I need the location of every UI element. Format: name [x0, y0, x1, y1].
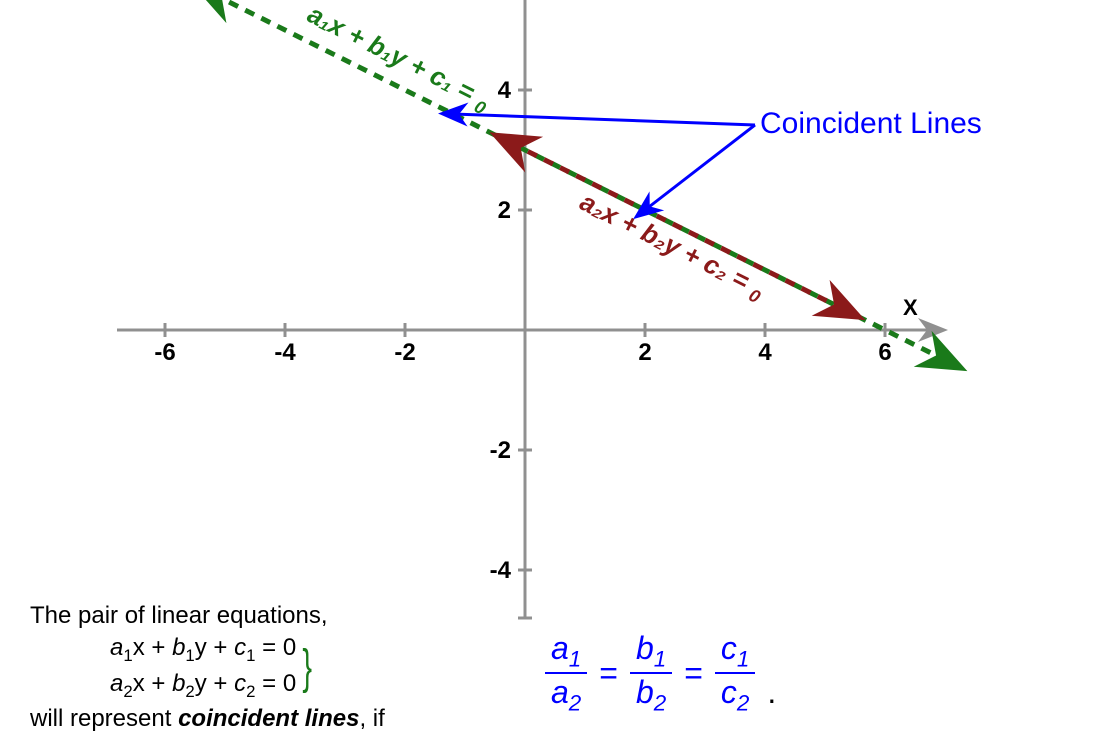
equation-1: a1x + b1y + c1 = 0	[110, 632, 296, 667]
explanation-line1: The pair of linear equations,	[30, 600, 385, 632]
svg-text:a₁x + b₁y + c₁ = 0: a₁x + b₁y + c₁ = 0	[301, 0, 495, 119]
equation-2: a2x + b2y + c2 = 0	[110, 668, 296, 703]
explanation-line3: will represent coincident lines, if	[30, 703, 385, 735]
svg-text:-2: -2	[394, 339, 415, 366]
svg-text:2: 2	[498, 197, 511, 224]
svg-text:4: 4	[498, 77, 512, 104]
svg-text:-2: -2	[490, 437, 511, 464]
svg-text:a₂x + b₂y + c₂ = 0: a₂x + b₂y + c₂ = 0	[574, 186, 770, 307]
svg-text:-4: -4	[274, 339, 296, 366]
ratio-equation: a1a2=b1b2=c1c2.	[545, 630, 776, 717]
svg-text:2: 2	[638, 339, 651, 366]
equations-brace: }	[300, 644, 312, 692]
svg-text:-6: -6	[154, 339, 175, 366]
svg-text:4: 4	[758, 339, 772, 366]
svg-text:-4: -4	[490, 557, 512, 584]
svg-text:Coincident Lines: Coincident Lines	[760, 107, 982, 140]
explanation-text: The pair of linear equations, a1x + b1y …	[30, 600, 385, 736]
svg-text:6: 6	[878, 339, 891, 366]
svg-text:X: X	[903, 295, 918, 320]
